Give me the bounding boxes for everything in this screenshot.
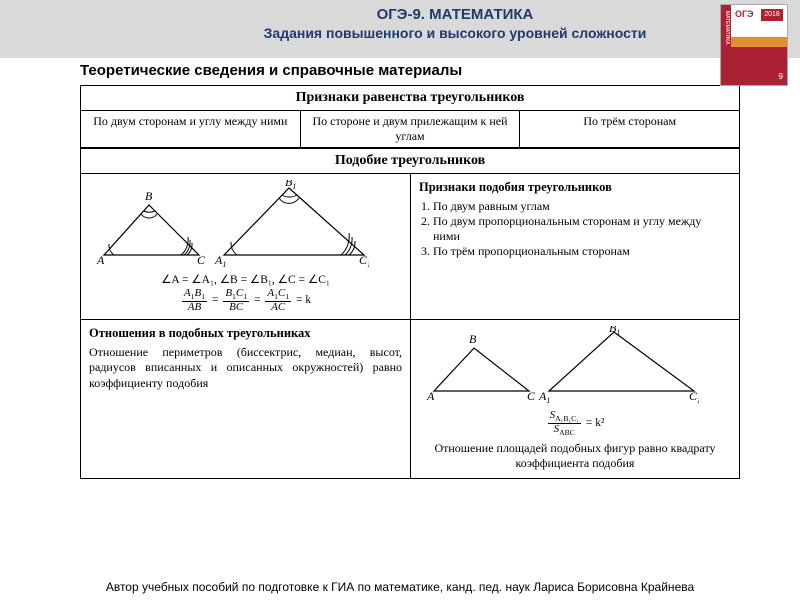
area-triangles-diagram: A B C A1 B1 C1 xyxy=(419,326,699,404)
header-subtitle: Задания повышенного и высокого уровней с… xyxy=(120,25,790,41)
similarity-criteria-cell: Признаки подобия треугольников По двум р… xyxy=(410,173,739,319)
list-item: По двум равным углам xyxy=(433,199,731,214)
relations-text: Отношение периметров (биссектрис, медиан… xyxy=(89,345,402,392)
list-item: По трём пропорциональным сторонам xyxy=(433,244,731,259)
book-year: 2018 xyxy=(761,9,783,21)
doc-title-similarity: Подобие треугольников xyxy=(81,148,739,173)
criteria-cell: По двум сторонам и углу между ними xyxy=(81,111,300,147)
angle-equality-formula: ∠A = ∠A₁, ∠B = ∠B₁, ∠C = ∠C₁ xyxy=(89,272,402,286)
area-ratio-formula: SA₁B₁C₁ SABC = k² xyxy=(419,410,731,437)
svg-text:C: C xyxy=(197,253,206,267)
criteria-cell: По трём сторонам xyxy=(519,111,739,147)
similarity-criteria-list: По двум равным углам По двум пропорциона… xyxy=(419,199,731,259)
area-ratio-caption: Отношение площадей подобных фигур равно … xyxy=(419,441,731,472)
doc-title-equality: Признаки равенства треугольников xyxy=(81,86,739,110)
similarity-criteria-title: Признаки подобия треугольников xyxy=(419,180,731,195)
book-spine-text: МАТЕМАТИКА xyxy=(722,11,730,45)
svg-text:A: A xyxy=(426,389,435,403)
book-grade: 9 xyxy=(779,72,783,81)
book-thumbnail: МАТЕМАТИКА ОГЭ 2018 9 xyxy=(720,4,788,86)
similar-triangles-cell: A B C A1 B1 C1 ∠A = ∠A₁, ∠B = ∠B₁, ∠ xyxy=(81,173,410,319)
equality-criteria-row: По двум сторонам и углу между ними По ст… xyxy=(81,110,739,148)
relations-cell: Отношения в подобных треугольниках Отнош… xyxy=(81,319,410,478)
book-logo: ОГЭ xyxy=(735,9,754,19)
header-band: ОГЭ-9. МАТЕМАТИКА Задания повышенного и … xyxy=(0,0,800,58)
similar-triangles-diagram: A B C A1 B1 C1 xyxy=(89,180,369,270)
relations-title: Отношения в подобных треугольниках xyxy=(89,326,402,341)
criteria-cell: По стороне и двум прилежащим к ней углам xyxy=(300,111,520,147)
svg-text:C: C xyxy=(527,389,536,403)
svg-text:C1: C1 xyxy=(689,389,699,404)
area-ratio-cell: A B C A1 B1 C1 SA₁B₁C₁ SABC = k² Отношен… xyxy=(410,319,739,478)
footer-author: Автор учебных пособий по подготовке к ГИ… xyxy=(0,580,800,594)
area-ratio-k2: = k² xyxy=(586,417,605,429)
svg-text:B: B xyxy=(469,332,477,346)
ratio-k: = k xyxy=(296,294,311,306)
list-item: По двум пропорциональным сторонам и углу… xyxy=(433,214,731,244)
header-title: ОГЭ-9. МАТЕМАТИКА xyxy=(120,6,790,23)
svg-text:B: B xyxy=(145,189,153,203)
svg-text:C1: C1 xyxy=(359,253,369,269)
svg-text:A: A xyxy=(96,253,105,267)
ratio-formula: A1B1AB = B1C1BC = A1C1AC = k xyxy=(89,288,402,313)
theory-heading: Теоретические сведения и справочные мате… xyxy=(0,58,800,83)
reference-document: Признаки равенства треугольников По двум… xyxy=(80,85,740,479)
